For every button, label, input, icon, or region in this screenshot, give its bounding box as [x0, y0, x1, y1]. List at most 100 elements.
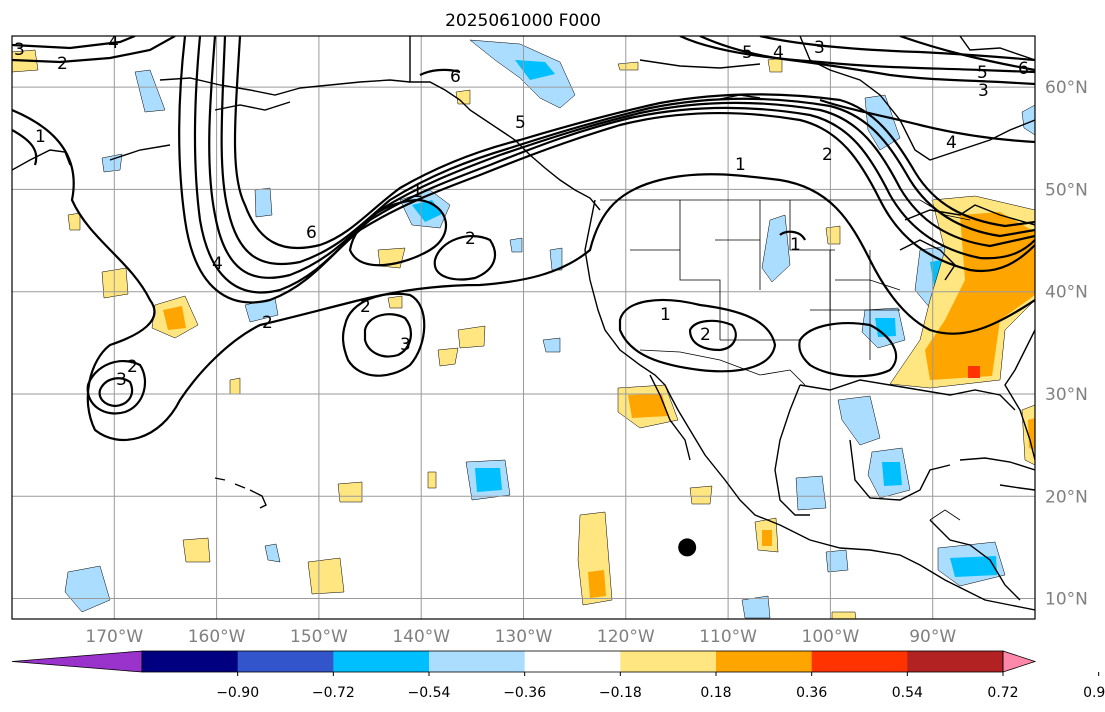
latitude-label: 10°N	[1045, 590, 1088, 610]
contour-label: 1	[790, 235, 801, 255]
contour-label: 3	[116, 370, 127, 390]
map-title: 2025061000 F000	[445, 11, 601, 31]
contour-label: 6	[1018, 59, 1029, 79]
colorbar-segment	[716, 651, 813, 672]
contour-label: 1	[35, 127, 46, 147]
shade-light-blue	[542, 337, 561, 353]
longitude-label: 140°W	[392, 627, 450, 647]
colorbar-segment	[237, 651, 334, 672]
latitude-label: 50°N	[1045, 180, 1088, 200]
colorbar-tick-label: −0.54	[408, 685, 451, 701]
contour-label: 2	[822, 145, 833, 165]
colorbar-tick-label: 0.90	[1083, 685, 1105, 701]
colorbar-tick-label: 0.54	[892, 685, 923, 701]
contour-lines	[12, 36, 1035, 442]
longitude-label: 160°W	[188, 627, 246, 647]
colorbar-tick-label: 0.36	[796, 685, 827, 701]
shade-light-blue	[134, 69, 166, 113]
colorbar-segment	[620, 651, 717, 672]
shade-light-blue	[509, 237, 523, 253]
contour-label: 6	[450, 67, 461, 87]
shade-yellow	[67, 212, 81, 231]
shade-light-blue	[254, 187, 273, 218]
latitude-label: 20°N	[1045, 487, 1088, 507]
shade-yellow	[387, 295, 403, 309]
colorbar-tick-label: −0.18	[599, 685, 642, 701]
shade-yellow	[457, 325, 486, 349]
political-borders	[600, 199, 971, 521]
shade-blue	[475, 468, 502, 492]
colorbar-tick-label: 0.18	[700, 685, 731, 701]
colorbar-segment	[524, 651, 621, 672]
shade-light-blue	[825, 549, 849, 573]
shade-orange	[925, 212, 1035, 380]
shade-yellow	[825, 225, 841, 245]
contour-label: 2	[360, 297, 371, 317]
contour-label: 1	[412, 182, 423, 202]
shade-light-blue	[837, 395, 881, 446]
contour-label: 5	[977, 63, 988, 83]
colorbar-segment	[811, 651, 908, 672]
shade-light-blue	[795, 475, 827, 511]
shade-yellow	[427, 471, 437, 489]
shade-light-blue	[741, 595, 771, 619]
longitude-label: 130°W	[495, 627, 553, 647]
contour-label: 2	[127, 357, 138, 377]
contour-label: 4	[946, 133, 957, 153]
shade-orange	[628, 394, 668, 418]
longitude-label: 90°W	[909, 627, 956, 647]
shade-light-blue	[264, 543, 281, 563]
contour-labels: 3 4 2 1 6 4 2 1 2 2 3 2 3 6 5 1 1 2 5 4 …	[14, 36, 1029, 390]
longitude-label: 170°W	[85, 627, 143, 647]
colorbar-segment	[429, 651, 526, 672]
contour-label: 5	[515, 113, 526, 133]
colorbar-segment	[333, 651, 430, 672]
shade-yellow	[182, 537, 211, 563]
location-marker	[678, 538, 697, 557]
contour-label: 3	[400, 335, 411, 355]
colorbar-extend-high	[1002, 650, 1037, 673]
shade-blue	[950, 556, 997, 577]
shade-light-blue	[64, 565, 111, 613]
shade-yellow	[831, 611, 857, 619]
shade-blue	[515, 60, 555, 80]
shade-light-blue	[549, 247, 563, 271]
longitude-label: 100°W	[802, 627, 860, 647]
shade-yellow	[101, 267, 129, 299]
colorbar-outline	[141, 650, 1004, 673]
shade-blue	[882, 462, 902, 486]
shade-yellow	[337, 481, 363, 503]
contour-label: 4	[212, 254, 223, 274]
colorbar-tick-label: −0.90	[216, 685, 259, 701]
shade-orange	[762, 530, 772, 546]
colorbar-extend-low	[11, 650, 143, 673]
shade-light-blue	[101, 153, 123, 173]
shade-orange	[588, 570, 606, 598]
longitude-label: 120°W	[597, 627, 655, 647]
colorbar-tick-label: 0.72	[987, 685, 1018, 701]
shade-light-blue	[1021, 104, 1035, 136]
contour-label: 2	[262, 313, 273, 333]
shade-orange	[1028, 418, 1035, 450]
coastlines	[12, 36, 1035, 611]
colorbar-segment	[907, 651, 1004, 672]
shade-yellow	[689, 485, 713, 505]
shade-red	[968, 366, 980, 378]
shade-yellow	[307, 557, 345, 595]
contour-label: 2	[57, 54, 68, 74]
colorbar-tick-label: −0.36	[503, 685, 546, 701]
contour-label: 1	[660, 305, 671, 325]
latitude-label: 60°N	[1045, 78, 1088, 98]
contour-label: 3	[978, 81, 989, 101]
shade-yellow	[617, 61, 639, 71]
shade-yellow	[455, 89, 471, 105]
latitude-labels: 60°N 50°N 40°N 30°N 20°N 10°N	[1045, 78, 1088, 609]
contour-label: 4	[773, 43, 784, 63]
latitude-label: 40°N	[1045, 283, 1088, 303]
contour-label: 1	[735, 155, 746, 175]
contour-label: 5	[742, 43, 753, 63]
shade-light-blue	[469, 39, 576, 109]
shade-yellow	[229, 377, 241, 395]
colorbar-tick-label: −0.72	[312, 685, 355, 701]
